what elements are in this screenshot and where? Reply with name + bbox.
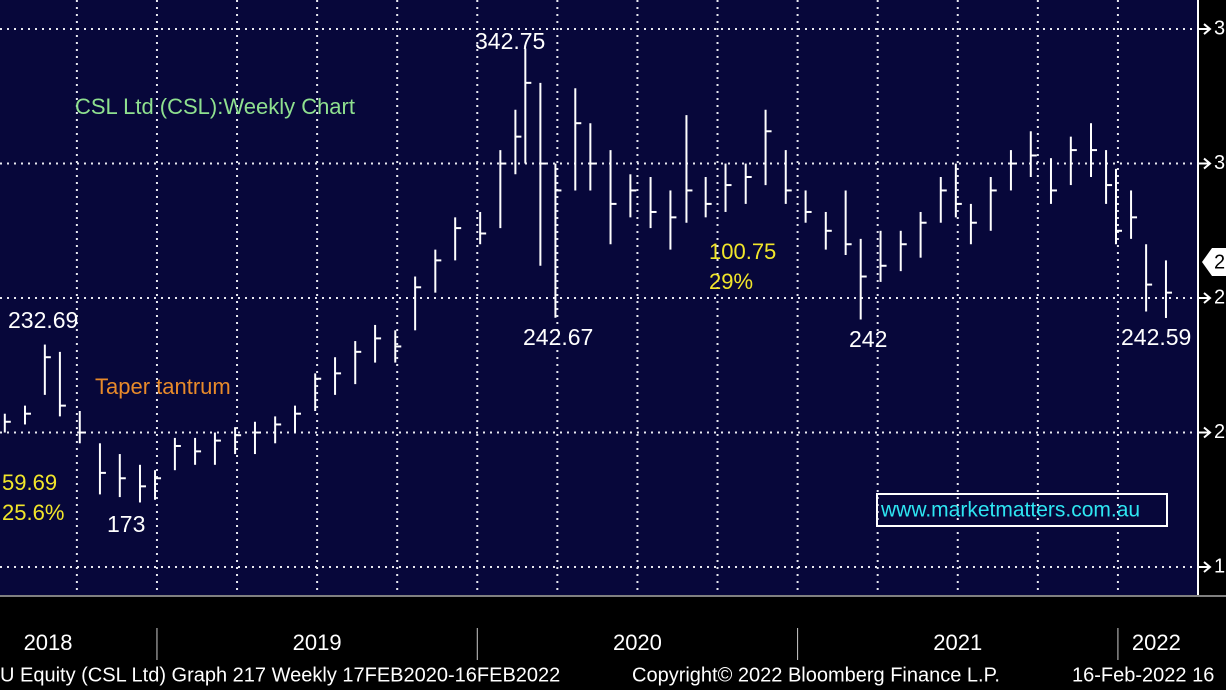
x-tick-label: 2020	[613, 630, 662, 655]
y-tick-label: 350	[1214, 17, 1226, 39]
annotation: 100.75	[709, 239, 776, 264]
y-tick-label: 300	[1214, 152, 1226, 174]
watermark: www.marketmatters.com.au	[880, 499, 1140, 522]
y-tick	[1198, 23, 1212, 35]
y-tick	[1198, 292, 1212, 304]
annotation: 232.69	[8, 307, 78, 333]
footer: Copyright© 2022 Bloomberg Finance L.P.	[632, 664, 1000, 686]
x-tick-label: 2019	[293, 630, 342, 655]
annotation: 29%	[709, 269, 753, 294]
x-tick-label: 2018	[24, 630, 73, 655]
plot-area	[0, 0, 1198, 595]
y-tick	[1198, 157, 1212, 170]
last-price-box	[1202, 248, 1226, 276]
x-tick-label: 2022	[1132, 630, 1181, 655]
annotation: 242.67	[523, 324, 593, 350]
y-tick	[1198, 561, 1212, 573]
annotation: 242.59	[1121, 324, 1191, 350]
y-tick	[1198, 426, 1212, 439]
y-tick-label: 250	[1214, 286, 1226, 308]
y-tick-label: 150	[1214, 555, 1226, 577]
annotation: 25.6%	[2, 500, 64, 525]
last-price: 2	[1214, 251, 1225, 273]
annotation: 59.69	[2, 470, 57, 495]
annotation: 173	[107, 511, 145, 537]
footer: 16-Feb-2022 16	[1072, 664, 1214, 686]
y-tick-label: 200	[1214, 421, 1226, 443]
annotation: 242	[849, 326, 887, 352]
watermark-box	[876, 493, 1168, 527]
x-tick-label: 2021	[933, 630, 982, 655]
chart-title: CSL Ltd (CSL):Weekly Chart	[75, 94, 355, 119]
footer: U Equity (CSL Ltd) Graph 217 Weekly 17FE…	[0, 664, 560, 686]
annotation: Taper tantrum	[95, 374, 231, 399]
annotation: 342.75	[475, 28, 545, 54]
